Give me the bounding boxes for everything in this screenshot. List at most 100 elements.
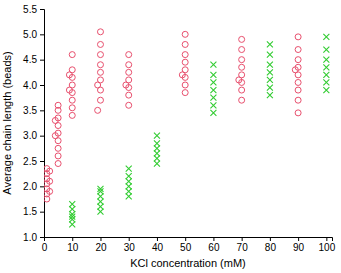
- tick-mark: [40, 85, 44, 86]
- point: [123, 82, 129, 88]
- point: [179, 72, 185, 78]
- point: [182, 52, 188, 58]
- point: [239, 64, 245, 70]
- point: [126, 92, 132, 98]
- tick: 3.0: [23, 130, 44, 141]
- tick-label: 100: [319, 242, 336, 253]
- tick: 2.0: [23, 181, 44, 192]
- tick-label: 50: [180, 242, 192, 253]
- point: [69, 206, 75, 212]
- y-axis: 1.01.52.02.53.03.54.04.55.05.5: [23, 4, 44, 243]
- point: [95, 82, 101, 88]
- point: [66, 72, 72, 78]
- tick-mark: [129, 237, 130, 241]
- tick-label: 40: [152, 242, 164, 253]
- point: [97, 209, 103, 215]
- point: [97, 62, 103, 68]
- tick-label: 60: [208, 242, 220, 253]
- tick: 0: [42, 237, 48, 253]
- point: [97, 41, 103, 47]
- tick-label: 1.0: [23, 232, 37, 243]
- point: [267, 62, 273, 68]
- tick-label: 4.5: [23, 54, 37, 65]
- point: [267, 69, 273, 75]
- point: [267, 52, 273, 58]
- tick-label: 10: [67, 242, 79, 253]
- tick-label: 2.0: [23, 181, 37, 192]
- point: [267, 41, 273, 47]
- tick-mark: [40, 186, 44, 187]
- point: [69, 214, 75, 220]
- point: [239, 87, 245, 93]
- tick-mark: [326, 237, 327, 241]
- point: [154, 150, 160, 156]
- point: [69, 52, 75, 58]
- point: [47, 188, 53, 194]
- point: [323, 47, 329, 53]
- point: [97, 199, 103, 205]
- point: [295, 47, 301, 53]
- tick-label: 70: [237, 242, 249, 253]
- marks: [44, 29, 329, 228]
- point: [69, 112, 75, 118]
- tick-label: 30: [124, 242, 136, 253]
- point: [210, 102, 216, 108]
- tick-label: 0: [42, 242, 48, 253]
- tick: 40: [152, 237, 164, 253]
- point: [295, 110, 301, 116]
- point: [55, 102, 61, 108]
- x-axis-title: KCl concentration (mM): [130, 257, 246, 269]
- point: [66, 87, 72, 93]
- tick: 20: [95, 237, 107, 253]
- point: [295, 34, 301, 40]
- point: [126, 178, 132, 184]
- point: [210, 87, 216, 93]
- point: [182, 31, 188, 37]
- tick-mark: [157, 237, 158, 241]
- point: [267, 92, 273, 98]
- point: [69, 221, 75, 227]
- point: [267, 77, 273, 83]
- point: [69, 105, 75, 111]
- point: [47, 178, 53, 184]
- point: [210, 72, 216, 78]
- tick-mark: [298, 237, 299, 241]
- series: [44, 29, 301, 202]
- point: [267, 85, 273, 91]
- tick: 80: [265, 237, 277, 253]
- point: [182, 90, 188, 96]
- point: [182, 82, 188, 88]
- point: [323, 72, 329, 78]
- point: [55, 153, 61, 159]
- y-axis-line: [40, 10, 45, 238]
- tick-mark: [40, 60, 44, 61]
- y-axis-title: Average chain length (beads): [1, 51, 13, 195]
- tick: 50: [180, 237, 192, 253]
- tick: 3.5: [23, 105, 44, 116]
- point: [182, 41, 188, 47]
- point: [295, 79, 301, 85]
- tick: 10: [67, 237, 79, 253]
- point: [126, 69, 132, 75]
- tick-mark: [40, 9, 44, 10]
- point: [154, 145, 160, 151]
- point: [55, 145, 61, 151]
- tick: 4.0: [23, 80, 44, 91]
- point: [69, 97, 75, 103]
- point: [323, 79, 329, 85]
- point: [239, 57, 245, 63]
- tick: 30: [124, 237, 136, 253]
- tick: 5.0: [23, 29, 44, 40]
- point: [52, 117, 58, 123]
- point: [97, 69, 103, 75]
- tick-label: 4.0: [23, 80, 37, 91]
- tick: 60: [208, 237, 220, 253]
- point: [126, 62, 132, 68]
- point: [210, 62, 216, 68]
- point: [236, 77, 242, 83]
- point: [55, 161, 61, 167]
- point: [95, 107, 101, 113]
- point: [295, 87, 301, 93]
- point: [323, 57, 329, 63]
- tick-label: 90: [293, 242, 305, 253]
